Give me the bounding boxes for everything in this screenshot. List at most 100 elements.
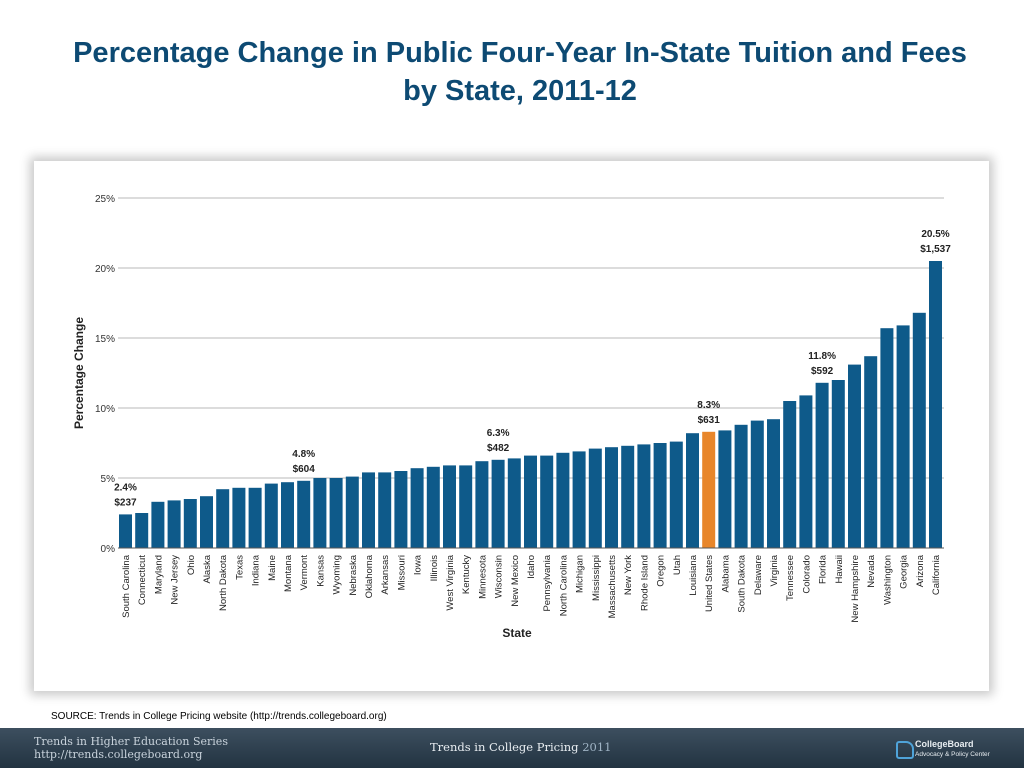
x-tick-label: Alabama — [720, 554, 731, 592]
x-tick-label: New Jersey — [170, 555, 181, 605]
bars — [119, 261, 942, 548]
data-label-dollars: $237 — [114, 497, 137, 508]
x-tick-label: Oklahoma — [364, 554, 375, 598]
data-label-percent: 11.8% — [808, 351, 836, 362]
x-tick-label: Wyoming — [332, 555, 343, 595]
bar-west-virginia — [443, 465, 456, 548]
footer-series-url: http://trends.collegeboard.org — [34, 748, 203, 761]
x-tick-label: Louisiana — [688, 554, 699, 595]
bar-south-dakota — [734, 424, 748, 548]
bar-georgia — [896, 325, 910, 548]
x-tick-label: Nebraska — [348, 554, 359, 595]
y-tick-label: 25% — [95, 194, 115, 205]
bar-colorado — [799, 395, 813, 548]
bar-florida — [815, 382, 829, 548]
bar-idaho — [524, 455, 537, 548]
y-tick-label: 0% — [101, 544, 116, 555]
bar-chart: 2.4% $237 4.8% $604 6.3% $482 8.3% $631 11.8% $59… — [72, 194, 951, 640]
axes: 0% 5% 10% 15% 20% 25% South Carolina Connecticu… — [72, 194, 944, 640]
data-label-percent: 4.8% — [292, 449, 315, 460]
x-tick-label: Maine — [267, 555, 278, 581]
annotations: 2.4% $237 4.8% $604 6.3% $482 8.3% $631 11.8% $59… — [114, 229, 951, 508]
bar-minnesota — [475, 461, 489, 548]
bar-utah — [669, 441, 683, 548]
bar-north-dakota — [216, 489, 230, 548]
bar-kansas — [313, 478, 327, 548]
x-tick-label: Arkansas — [380, 555, 391, 595]
x-tick-label: Tennessee — [785, 555, 796, 601]
x-tick-label: North Carolina — [558, 554, 569, 616]
data-label: 20.5% $1,537 — [920, 229, 951, 255]
bar-hawaii — [831, 380, 845, 548]
bar-iowa — [410, 468, 424, 548]
bar-connecticut — [135, 513, 149, 548]
x-tick-label: United States — [704, 555, 715, 612]
x-tick-label: Connecticut — [137, 555, 148, 606]
x-tick-label: Nevada — [866, 554, 877, 587]
data-label: 8.3% $631 — [697, 400, 720, 426]
data-label: 11.8% $592 — [808, 351, 836, 377]
bar-alabama — [718, 430, 732, 548]
bar-nevada — [864, 356, 878, 548]
footer-series: Trends in Higher Education Series http:/… — [34, 735, 228, 761]
bar-virginia — [767, 419, 780, 548]
x-tick-label: Mississippi — [591, 555, 602, 601]
bar-arkansas — [378, 472, 392, 548]
title-line-2: by State, 2011-12 — [403, 75, 637, 107]
x-tick-label: Ohio — [186, 555, 197, 575]
x-tick-label: North Dakota — [218, 554, 229, 611]
bar-montana — [281, 482, 294, 548]
logo-subtitle: Advocacy & Policy Center — [915, 751, 990, 758]
acorn-icon — [896, 741, 914, 759]
x-tick-label: Oregon — [656, 555, 667, 587]
bar-oregon — [653, 443, 667, 548]
x-tick-label: Pennsylvania — [542, 554, 553, 611]
footer-publication-year: 2011 — [582, 740, 612, 754]
x-tick-label: Washington — [882, 555, 893, 605]
bar-indiana — [248, 487, 262, 548]
bar-wyoming — [329, 478, 343, 548]
x-tick-label: South Dakota — [737, 554, 748, 612]
x-tick-label: Utah — [672, 555, 683, 575]
x-tick-label: South Carolina — [121, 554, 132, 618]
bar-vermont — [297, 480, 311, 548]
data-label-percent: 6.3% — [487, 428, 510, 439]
bar-oklahoma — [362, 472, 375, 548]
x-tick-label: Texas — [234, 555, 245, 580]
x-tick-label: New York — [623, 555, 634, 595]
x-tick-label: Alaska — [202, 554, 213, 583]
x-tick-label: Kansas — [315, 555, 326, 587]
bar-south-carolina — [119, 514, 132, 548]
bar-california — [929, 261, 942, 548]
data-label: 6.3% $482 — [487, 428, 510, 454]
data-label-dollars: $1,537 — [920, 244, 951, 255]
x-tick-label: California — [931, 554, 942, 595]
data-label-percent: 8.3% — [697, 400, 720, 411]
bar-louisiana — [686, 433, 699, 548]
x-tick-label: Illinois — [429, 555, 440, 582]
x-tick-label: Georgia — [899, 554, 910, 589]
bar-north-carolina — [556, 452, 570, 548]
bar-arizona — [912, 312, 926, 548]
data-label-dollars: $482 — [487, 443, 510, 454]
x-tick-label: Arizona — [915, 554, 926, 587]
bar-massachusetts — [605, 447, 618, 548]
x-tick-label: New Hampshire — [850, 555, 861, 623]
x-tick-label: Missouri — [396, 555, 407, 590]
bar-washington — [880, 328, 894, 548]
bar-alaska — [200, 496, 213, 548]
bar-maryland — [151, 501, 165, 548]
bar-michigan — [572, 451, 586, 548]
bar-pennsylvania — [540, 455, 554, 548]
x-tick-label: Minnesota — [477, 554, 488, 599]
bar-tennessee — [783, 401, 797, 548]
bar-new-hampshire — [848, 364, 861, 548]
title-line-1: Percentage Change in Public Four-Year In… — [73, 37, 967, 69]
x-tick-label: New Mexico — [510, 555, 521, 607]
bar-new-york — [621, 445, 635, 548]
x-tick-label: Rhode Island — [639, 555, 650, 611]
x-tick-label: Wisconsin — [494, 555, 505, 598]
slide-title: Percentage Change in Public Four-Year In… — [20, 34, 1020, 110]
chart-frame: 2.4% $237 4.8% $604 6.3% $482 8.3% $631 11.8% $59… — [34, 161, 989, 691]
bar-maine — [264, 483, 278, 548]
